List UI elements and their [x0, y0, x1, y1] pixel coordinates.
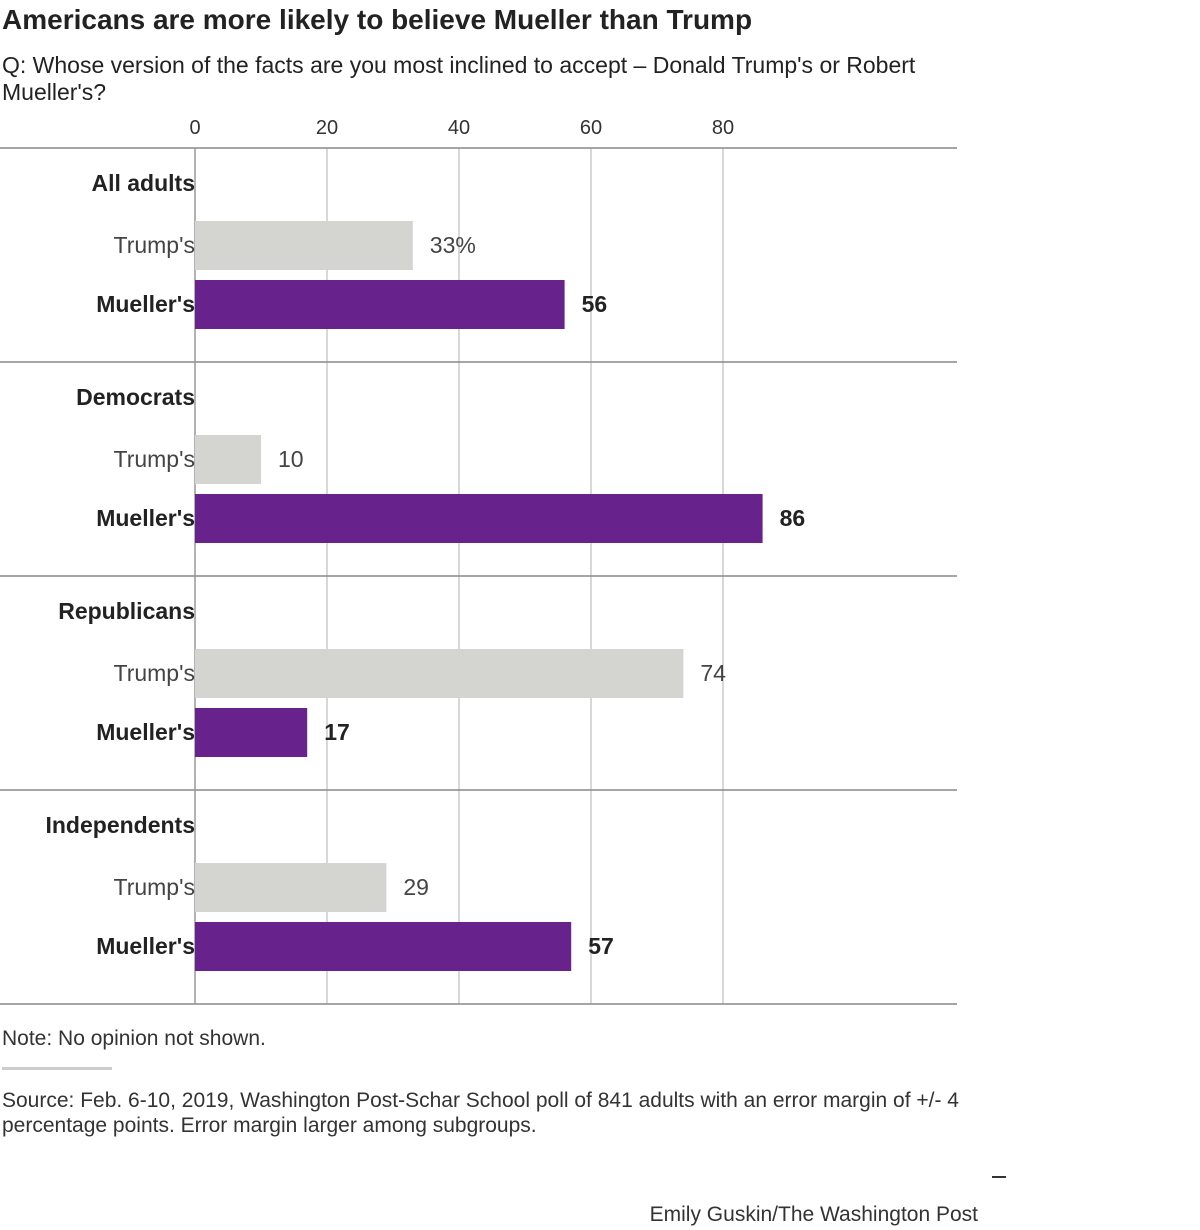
bar-value-label: 33%	[430, 232, 476, 258]
chart-subtitle: Q: Whose version of the facts are you mo…	[2, 52, 916, 105]
bar-value-label: 29	[403, 874, 429, 900]
bar-mueller	[195, 280, 565, 329]
group-label: Democrats	[76, 384, 195, 410]
bar-category-label: Mueller's	[96, 719, 195, 745]
bar-mueller	[195, 708, 308, 757]
bar-trump	[195, 435, 261, 484]
chart-title: Americans are more likely to believe Mue…	[2, 4, 753, 35]
bar-category-label: Trump's	[114, 660, 196, 686]
divider-rule	[2, 1067, 112, 1070]
group-label: Republicans	[58, 598, 195, 624]
bar-category-label: Trump's	[114, 232, 196, 258]
x-tick-label: 80	[712, 117, 734, 139]
bar-value-label: 56	[582, 291, 608, 317]
bar-value-label: 57	[588, 933, 614, 959]
bar-mueller	[195, 494, 763, 543]
group-label: Independents	[45, 812, 195, 838]
x-tick-label: 0	[189, 117, 200, 139]
credit-dash	[992, 1176, 1006, 1178]
bar-mueller	[195, 922, 572, 971]
bar-category-label: Mueller's	[96, 291, 195, 317]
chart-source: Source: Feb. 6-10, 2019, Washington Post…	[2, 1089, 959, 1137]
bar-trump	[195, 863, 387, 912]
chart-note: Note: No opinion not shown.	[2, 1027, 266, 1050]
chart-credit: Emily Guskin/The Washington Post	[649, 1203, 978, 1226]
x-tick-label: 20	[316, 117, 338, 139]
bar-value-label: 86	[780, 505, 806, 531]
bar-category-label: Trump's	[114, 446, 196, 472]
bar-value-label: 10	[278, 446, 304, 472]
bar-trump	[195, 649, 684, 698]
bar-value-label: 17	[324, 719, 350, 745]
x-tick-label: 40	[448, 117, 470, 139]
group-label: All adults	[91, 170, 195, 196]
bar-trump	[195, 221, 413, 270]
x-tick-label: 60	[580, 117, 602, 139]
bar-value-label: 74	[700, 660, 726, 686]
bar-chart: 0 20 40 60 80 All adults Trump's 33% Mueller's 56…	[0, 117, 957, 1005]
bar-category-label: Mueller's	[96, 505, 195, 531]
bar-category-label: Mueller's	[96, 933, 195, 959]
bar-category-label: Trump's	[114, 874, 196, 900]
